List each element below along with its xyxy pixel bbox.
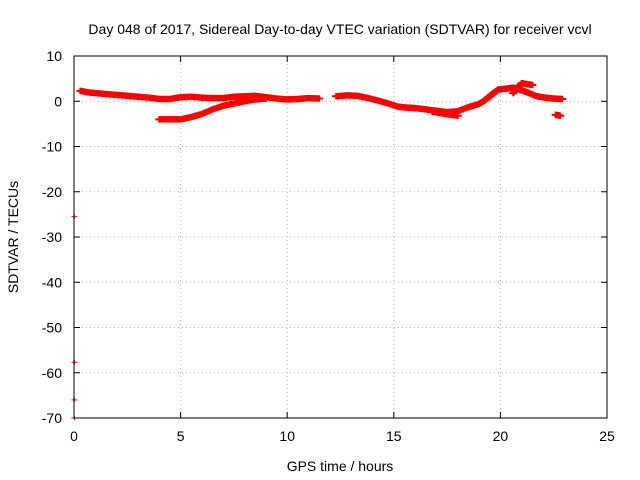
data-point [315, 95, 324, 102]
y-tick-label: -20 [42, 184, 62, 200]
y-tick-label: 0 [54, 93, 62, 109]
data-point [558, 95, 567, 103]
y-axis-label: SDTVAR / TECUs [5, 181, 21, 293]
x-tick-label: 10 [279, 428, 295, 444]
y-tick-label: -30 [42, 229, 62, 245]
y-tick-label: 10 [46, 48, 62, 64]
data-point [453, 112, 462, 119]
x-tick-label: 5 [177, 428, 185, 444]
y-tick-label: -10 [42, 139, 62, 155]
data-point [528, 81, 537, 89]
data-point [261, 95, 270, 102]
x-tick-label: 0 [70, 428, 78, 444]
x-tick-labels: 0 5 10 15 20 25 [70, 428, 615, 444]
x-tick-label: 15 [386, 428, 402, 444]
x-tick-label: 25 [599, 428, 615, 444]
y-tick-label: -40 [42, 274, 62, 290]
data-point [556, 112, 565, 119]
x-axis-label: GPS time / hours [287, 458, 394, 474]
data-point [492, 88, 501, 95]
data-points [71, 79, 567, 421]
axis-ticks [73, 55, 608, 419]
x-tick-label: 20 [493, 428, 509, 444]
y-tick-labels: 10 0 -10 -20 -30 -40 -50 -60 -70 [42, 48, 62, 426]
chart-title: Day 048 of 2017, Sidereal Day-to-day VTE… [88, 21, 591, 37]
y-tick-label: -50 [42, 320, 62, 336]
y-tick-label: -60 [42, 365, 62, 381]
grid-lines [74, 56, 607, 418]
y-tick-label: -70 [42, 410, 62, 426]
